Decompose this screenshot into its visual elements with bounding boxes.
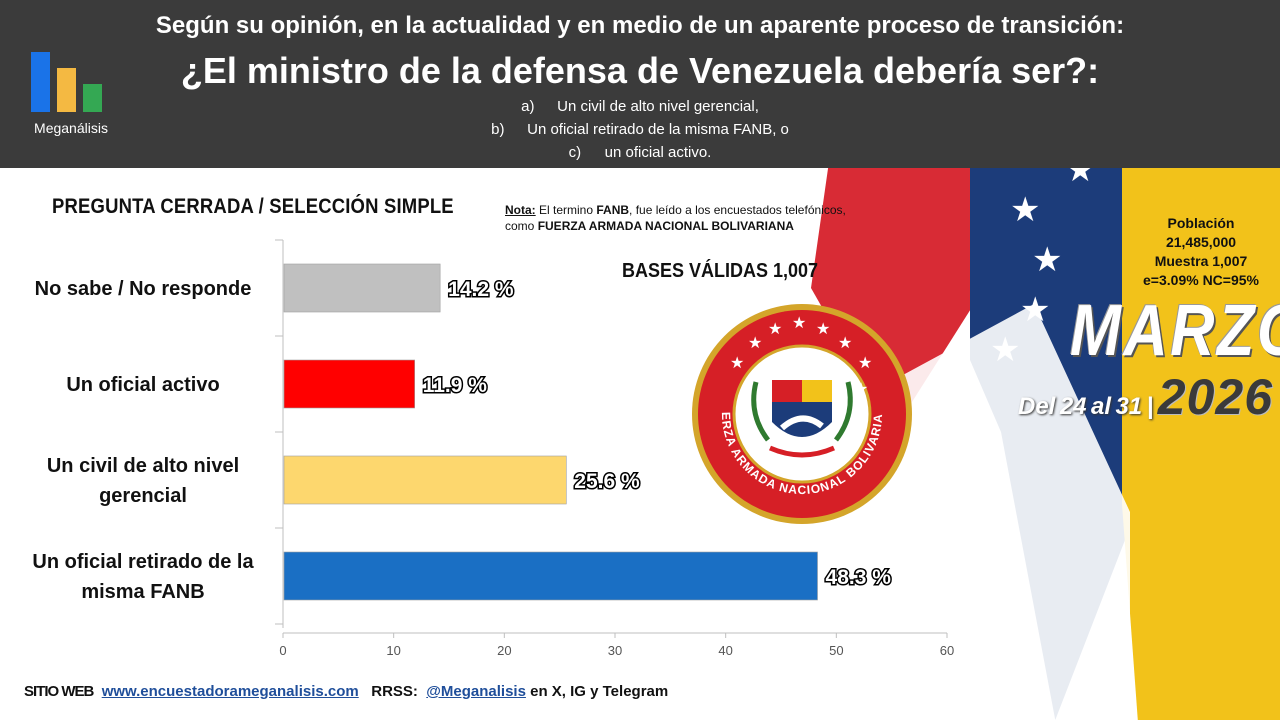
logo-bar-blue	[31, 52, 50, 112]
footer: SITIO WEB www.encuestadorameganalisis.co…	[24, 683, 668, 700]
note-text: , fue leído a los encuestados telefónico…	[629, 203, 846, 217]
x-tick-label: 20	[497, 643, 511, 658]
category-label-line: misma FANB	[81, 581, 204, 603]
category-label: Un civil de alto nivel gerencial	[47, 455, 239, 507]
option-a: a) Un civil de alto nivel gerencial,	[0, 98, 1280, 115]
sample-size: Muestra 1,007	[1154, 253, 1248, 269]
option-text: Un oficial retirado de la misma FANB, o	[527, 121, 789, 138]
category-label-line: gerencial	[99, 485, 187, 507]
category-label: Un oficial activo	[66, 374, 219, 396]
flag-star-icon: ★	[1020, 291, 1051, 329]
option-text: un oficial activo.	[604, 144, 712, 161]
category-label-line: Un oficial retirado de la	[32, 551, 254, 573]
svg-text:★: ★	[730, 355, 744, 372]
option-letter: b)	[491, 121, 505, 138]
note-text: El termino	[535, 203, 597, 217]
bar-value-label: 11.9 %	[423, 374, 488, 397]
svg-text:★: ★	[792, 315, 806, 332]
x-tick-label: 50	[829, 643, 843, 658]
x-tick-label: 30	[608, 643, 622, 658]
population-value: 21,485,000	[1165, 234, 1237, 250]
error-confidence: e=3.09% NC=95%	[1143, 272, 1259, 288]
population-label: Población	[1167, 215, 1235, 231]
category-label-line: No sabe / No responde	[35, 278, 252, 300]
date-al: al	[1090, 393, 1111, 420]
bar	[283, 551, 818, 601]
bar-value-label: 48.3 %	[826, 566, 892, 589]
fanb-note: Nota: El termino FANB, fue leído a los e…	[505, 202, 846, 234]
logo-bar-yellow	[57, 68, 76, 112]
bar	[283, 455, 567, 505]
svg-text:★: ★	[838, 335, 852, 352]
note-text: como	[505, 219, 538, 233]
site-label: SITIO WEB	[24, 683, 94, 700]
option-b: b) Un oficial retirado de la misma FANB, …	[0, 121, 1280, 138]
fanb-seal: ★★★ ★★★ ★★ FUERZA ARMADA NACIONAL BOLIVA…	[690, 302, 912, 524]
date-del: Del	[1018, 393, 1056, 420]
question-title: ¿El ministro de la defensa de Venezuela …	[180, 50, 1100, 91]
valid-bases: BASES VÁLIDAS 1,007	[622, 260, 819, 282]
question-intro: Según su opinión, en la actualidad y en …	[155, 12, 1125, 39]
social-networks: en X, IG y Telegram	[525, 683, 669, 700]
option-text: Un civil de alto nivel gerencial,	[557, 98, 759, 115]
flag-star-icon: ★	[1032, 241, 1063, 279]
date-end: 31	[1115, 393, 1143, 420]
svg-text:★: ★	[854, 381, 868, 398]
svg-text:★: ★	[768, 321, 782, 338]
x-tick-label: 40	[718, 643, 732, 658]
population-box: Población 21,485,000 Muestra 1,007 e=3.0…	[1126, 214, 1276, 290]
x-tick-label: 10	[386, 643, 400, 658]
bar	[283, 263, 441, 313]
meganalisis-logo: Meganálisis	[26, 50, 116, 136]
website-link[interactable]: www.encuestadorameganalisis.com	[101, 683, 359, 700]
option-letter: a)	[521, 98, 535, 115]
social-handle-link[interactable]: @Meganalisis	[426, 683, 526, 700]
header-banner: Meganálisis Según su opinión, en la actu…	[0, 0, 1280, 168]
flag-star-icon: ★	[1010, 191, 1041, 229]
category-label: No sabe / No responde	[35, 278, 252, 300]
category-label: Un oficial retirado de la misma FANB	[32, 551, 254, 603]
month-label: MARZO	[1070, 291, 1280, 371]
note-bold: FUERZA ARMADA NACIONAL BOLIVARIANA	[537, 219, 794, 233]
x-tick-label: 60	[940, 643, 954, 658]
option-c: c) un oficial activo.	[0, 144, 1280, 161]
option-letter: c)	[568, 144, 582, 161]
logo-text: Meganálisis	[34, 120, 108, 136]
svg-text:★: ★	[748, 335, 762, 352]
category-label-line: Un oficial activo	[66, 374, 219, 396]
note-bold: FANB	[596, 203, 630, 217]
date-start: 24	[1059, 393, 1087, 420]
bar	[283, 359, 415, 409]
flag-star-icon: ★	[990, 331, 1021, 369]
year-label: 2026	[1157, 369, 1273, 425]
note-label: Nota:	[505, 203, 536, 217]
date-range: Del 24 al 31 | 2026	[1018, 368, 1273, 426]
x-tick-label: 0	[279, 643, 286, 658]
category-label-line: Un civil de alto nivel	[47, 455, 239, 477]
rrss-label: RRSS:	[371, 683, 418, 700]
bar-chart: 0 10 20 30 40 50 60 14.2 % No sabe / No responde…	[32, 239, 954, 658]
date-separator: |	[1146, 393, 1154, 420]
question-type: PREGUNTA CERRADA / SELECCIÓN SIMPLE	[52, 195, 454, 218]
bar-value-label: 25.6 %	[574, 470, 640, 493]
svg-text:★: ★	[858, 355, 872, 372]
bar-value-label: 14.2 %	[448, 278, 514, 301]
svg-text:★: ★	[816, 321, 830, 338]
logo-bar-green	[83, 84, 102, 112]
